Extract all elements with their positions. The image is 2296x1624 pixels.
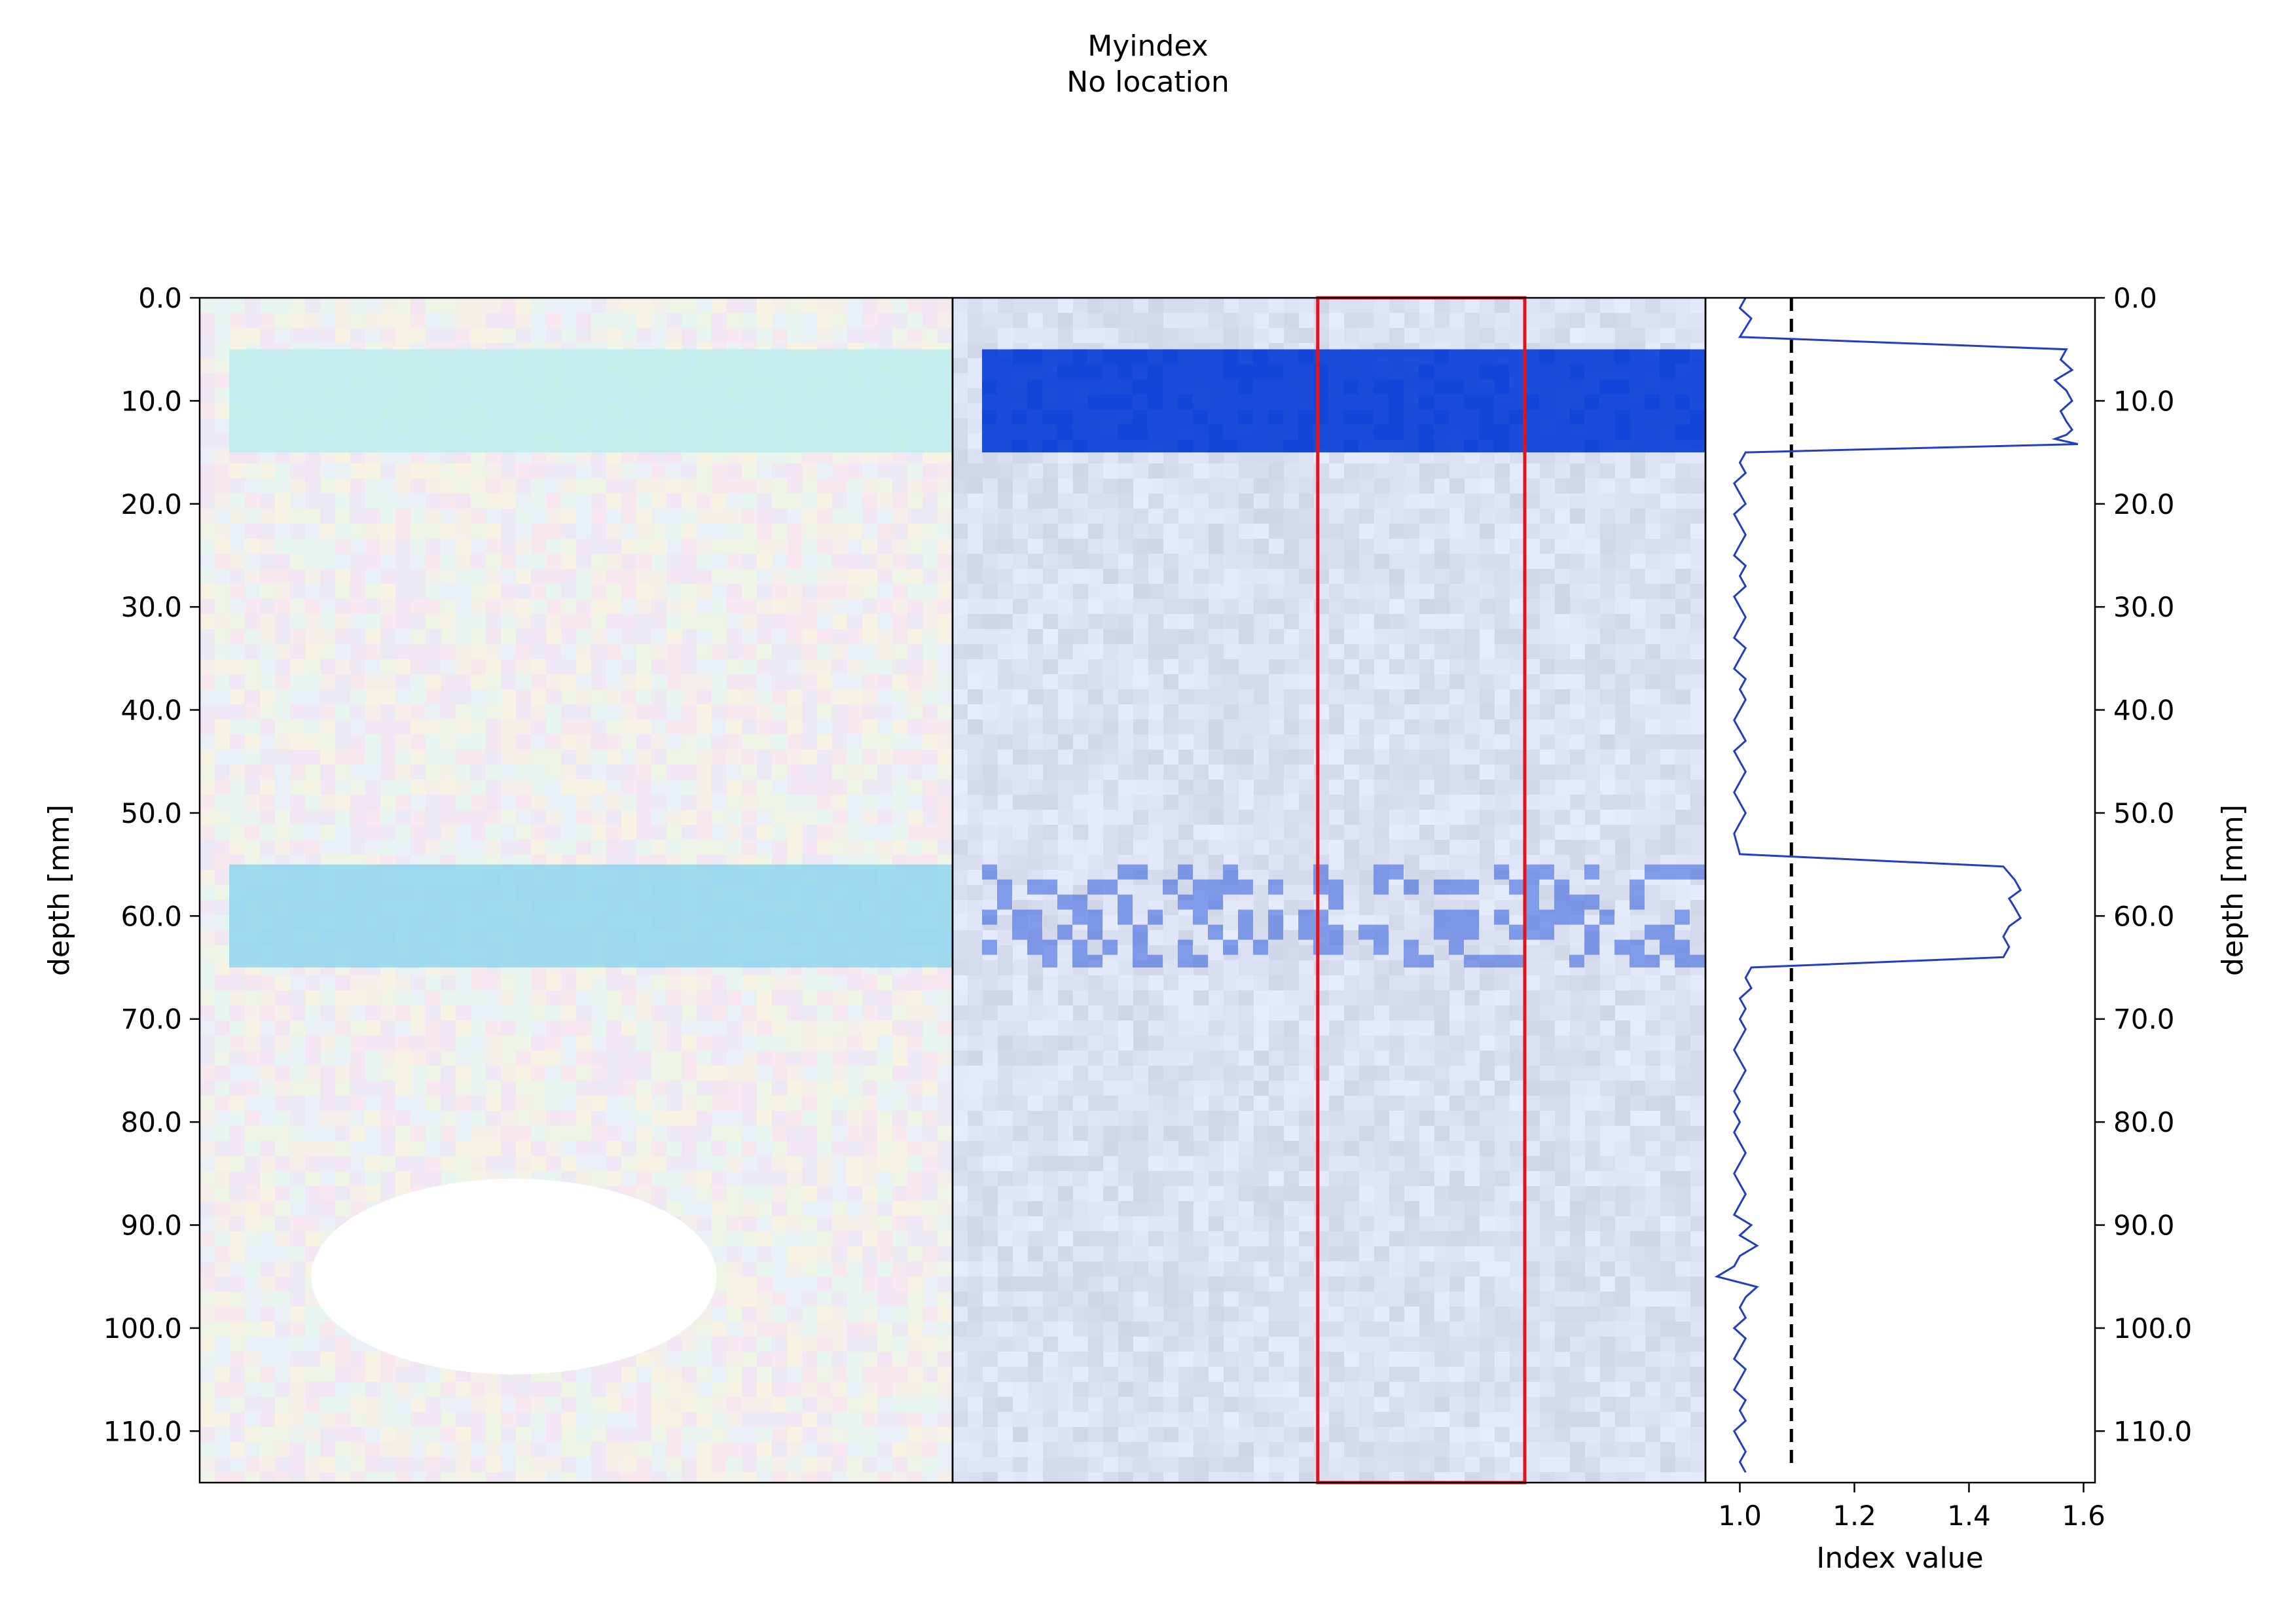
- right-tick-label: 110.0: [2113, 1415, 2192, 1447]
- rgb-image-panel: [200, 298, 953, 1483]
- left-tick-label: 20.0: [120, 488, 182, 520]
- right-tick-label: 60.0: [2113, 900, 2175, 932]
- x-tick-label: 1.4: [1947, 1500, 1991, 1532]
- left-tick-label: 100.0: [103, 1312, 182, 1344]
- left-depth-axis: 0.0 10.0 20.0 30.0 40.0 50.0 60.0 70.0 80.0 90.0 1…: [103, 282, 200, 1447]
- left-axis-label: depth [mm]: [43, 804, 76, 976]
- right-tick-label: 40.0: [2113, 695, 2175, 727]
- figure-title: Myindex: [1087, 29, 1209, 63]
- left-tick-label: 90.0: [120, 1210, 182, 1242]
- left-tick-label: 50.0: [120, 797, 182, 829]
- index-band-upper: [982, 349, 1705, 453]
- left-tick-label: 70.0: [120, 1003, 182, 1036]
- profile-frame: [1704, 297, 2096, 1484]
- right-tick-label: 80.0: [2113, 1106, 2175, 1138]
- right-tick-label: 50.0: [2113, 797, 2175, 829]
- right-tick-label: 20.0: [2113, 488, 2175, 520]
- right-tick-label: 70.0: [2113, 1003, 2175, 1036]
- x-tick-label: 1.0: [1718, 1500, 1762, 1532]
- x-axis-label: Index value: [1816, 1542, 1983, 1575]
- rgb-sample-hole: [311, 1178, 717, 1375]
- left-tick-label: 10.0: [120, 385, 182, 417]
- rgb-band-lower: [229, 864, 953, 968]
- rgb-band-upper: [229, 349, 953, 453]
- index-pixel-grid: [953, 298, 1705, 1483]
- left-tick-label: 80.0: [120, 1106, 182, 1138]
- series-line-index: [1714, 297, 2079, 1473]
- figure-subtitle: No location: [1066, 65, 1230, 99]
- index-map-panel: [953, 298, 1705, 1483]
- right-tick-label: 100.0: [2113, 1312, 2192, 1344]
- left-tick-label: 40.0: [120, 695, 182, 727]
- index-profile-panel: [1714, 297, 2079, 1473]
- right-tick-label: 90.0: [2113, 1210, 2175, 1242]
- right-tick-label: 0.0: [2113, 282, 2157, 314]
- left-tick-label: 0.0: [138, 282, 182, 314]
- left-tick-label: 30.0: [120, 591, 182, 623]
- right-tick-label: 30.0: [2113, 591, 2175, 623]
- index-value-axis: 1.0 1.2 1.4 1.6: [1718, 1483, 2105, 1532]
- right-tick-label: 10.0: [2113, 385, 2175, 417]
- left-tick-label: 60.0: [120, 900, 182, 932]
- x-tick-label: 1.2: [1832, 1500, 1876, 1532]
- x-tick-label: 1.6: [2062, 1500, 2105, 1532]
- left-tick-label: 110.0: [103, 1415, 182, 1447]
- right-axis-label: depth [mm]: [2216, 804, 2250, 976]
- right-depth-axis: 0.0 10.0 20.0 30.0 40.0 50.0 60.0 70.0 80.0 90.0 1…: [2095, 282, 2192, 1447]
